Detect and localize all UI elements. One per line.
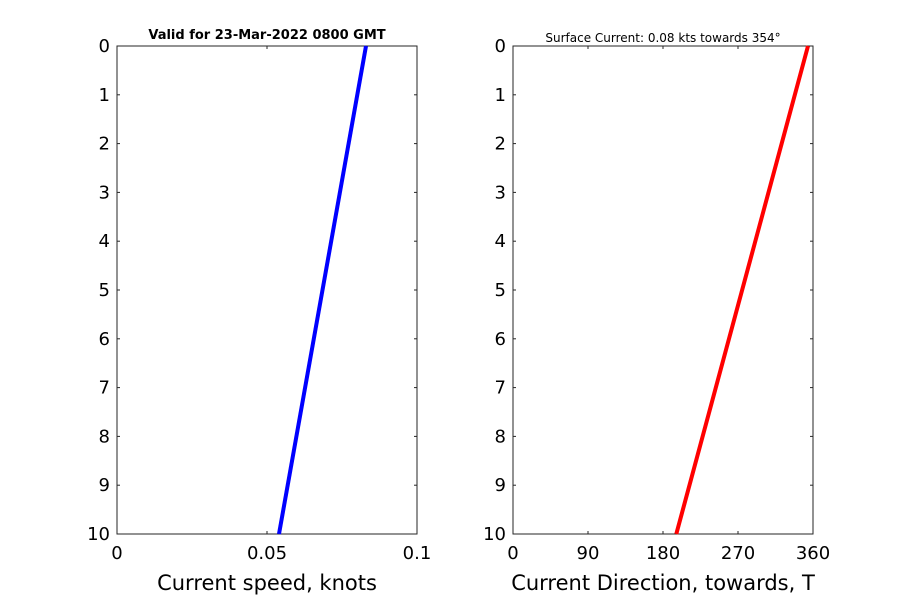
direction-x-tick-label: 360: [796, 543, 830, 564]
speed-profile-line: [277, 45, 368, 535]
direction-y-tick-label: 7: [495, 378, 506, 399]
direction-x-tick-label: 270: [721, 543, 755, 564]
speed-x-tick-label: 0.1: [403, 543, 432, 564]
direction-y-tick-label: 6: [495, 329, 506, 350]
speed-x-tick-label: 0.05: [247, 543, 287, 564]
direction-panel: Surface Current: 0.08 kts towards 354° 0…: [483, 31, 830, 595]
direction-y-tick-label: 4: [495, 231, 506, 252]
speed-y-tick-label: 9: [99, 475, 110, 496]
speed-y-tick-label: 8: [99, 426, 110, 447]
speed-panel: Valid for 23-Mar-2022 0800 GMT 0 1 2 3 4 5 6 7 8…: [87, 28, 431, 595]
speed-x-tick-label: 0: [111, 543, 122, 564]
speed-y-tick-label: 1: [99, 85, 110, 106]
direction-axes-box: [512, 45, 814, 535]
direction-chart-title: Surface Current: 0.08 kts towards 354°: [545, 31, 780, 45]
direction-y-tick-label: 5: [495, 280, 506, 301]
direction-y-tick-label: 10: [483, 524, 506, 545]
speed-y-tick-label: 5: [99, 280, 110, 301]
speed-y-tick-label: 0: [99, 36, 110, 57]
speed-y-tick-label: 2: [99, 134, 110, 155]
speed-chart-title: Valid for 23-Mar-2022 0800 GMT: [148, 28, 385, 43]
speed-y-tick-label: 4: [99, 231, 110, 252]
direction-y-tick-label: 1: [495, 85, 506, 106]
speed-x-axis-label: Current speed, knots: [157, 571, 377, 595]
direction-x-tick-label: 0: [507, 543, 518, 564]
direction-y-tick-label: 9: [495, 475, 506, 496]
speed-axes-box: [116, 45, 418, 535]
direction-profile-line: [674, 45, 810, 535]
speed-y-tick-label: 10: [87, 524, 110, 545]
direction-x-tick-label: 90: [577, 543, 600, 564]
direction-x-axis-label: Current Direction, towards, T: [511, 571, 815, 595]
direction-x-tick-label: 180: [646, 543, 680, 564]
speed-y-tick-label: 6: [99, 329, 110, 350]
speed-y-tick-label: 7: [99, 378, 110, 399]
direction-y-tick-label: 2: [495, 134, 506, 155]
direction-y-tick-label: 3: [495, 182, 506, 203]
direction-y-tick-label: 0: [495, 36, 506, 57]
speed-y-tick-label: 3: [99, 182, 110, 203]
direction-y-tick-label: 8: [495, 426, 506, 447]
